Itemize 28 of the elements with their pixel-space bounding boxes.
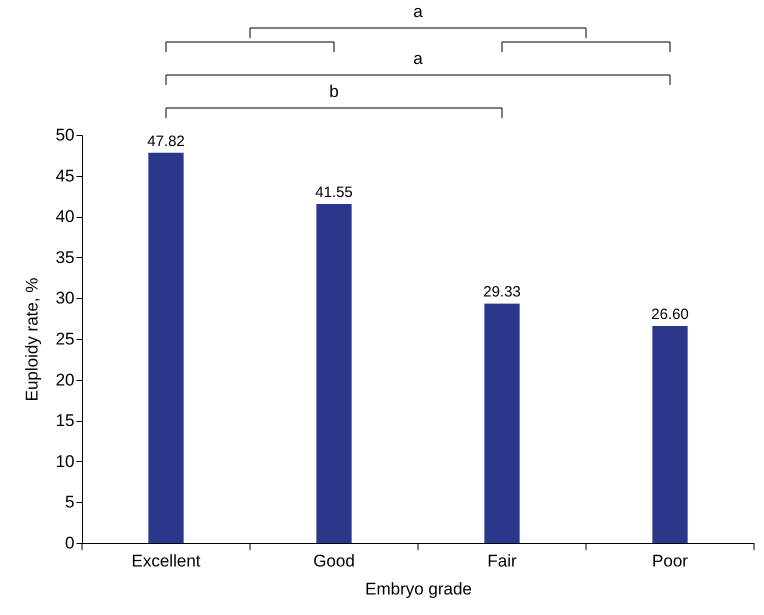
x-axis-title: Embryo grade — [365, 580, 472, 598]
x-tick-label: Poor — [652, 552, 688, 570]
y-tick-label: 50 — [56, 126, 74, 144]
y-tick-label: 10 — [56, 452, 74, 471]
bar — [484, 304, 520, 543]
y-tick-label: 5 — [65, 492, 74, 512]
y-tick-label: 15 — [56, 411, 74, 430]
y-tick-label: 25 — [56, 330, 74, 348]
text: b — [329, 82, 339, 101]
x-tick-label: Excellent — [132, 552, 201, 570]
text: a — [413, 49, 424, 68]
y-tick-label: 0 — [65, 534, 74, 552]
y-tick-label: 30 — [56, 288, 74, 308]
y-tick-label: 35 — [56, 248, 74, 267]
data-label: 29.33 — [483, 284, 521, 301]
y-tick-label: 20 — [56, 370, 74, 390]
bar — [652, 326, 688, 543]
bar — [148, 152, 184, 543]
data-label: 47.82 — [147, 132, 185, 150]
x-tick-label: Fair — [487, 552, 517, 570]
x-tick-label: Good — [313, 552, 355, 570]
bar — [316, 204, 352, 543]
y-tick-label: 40 — [56, 207, 74, 226]
data-label: 26.60 — [651, 306, 689, 323]
y-tick-label: 45 — [56, 166, 74, 186]
y-axis-title: Euploidy rate, % — [22, 278, 42, 402]
text: a — [413, 2, 424, 21]
data-label: 41.55 — [315, 184, 353, 201]
